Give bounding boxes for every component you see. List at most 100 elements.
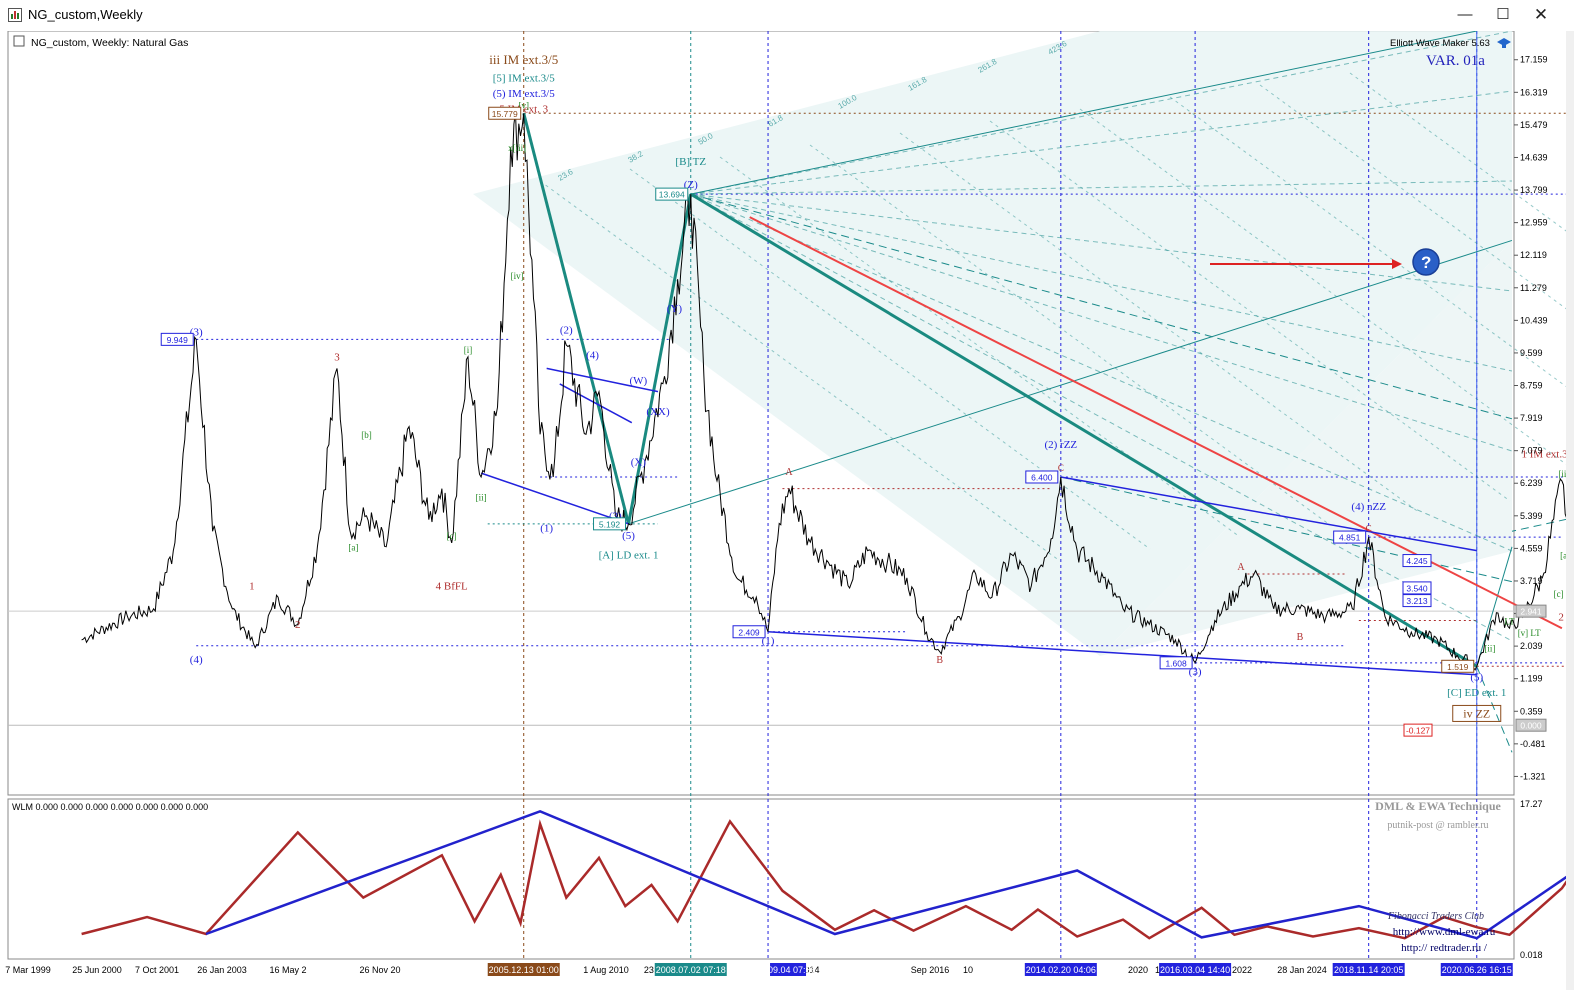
price-level-box-text: 15.779: [492, 109, 518, 119]
wave-label: (2) rZZ: [1044, 439, 1077, 451]
channel-line: [1511, 517, 1574, 532]
y-tick-label: 5.399: [1520, 511, 1543, 521]
fib-fan-line: [690, 193, 1513, 292]
wave-label: (5): [1470, 672, 1483, 684]
graduation-cap-icon: [1497, 38, 1511, 48]
x-highlight-tick-box: [1440, 963, 1513, 976]
y-tick-label: 12.959: [1520, 218, 1548, 228]
y-tick-label: 2.039: [1520, 641, 1543, 651]
x-tick-label: 26 Jan 2003: [197, 965, 247, 975]
wave-label: (5): [622, 530, 635, 542]
fib-grid-line: [809, 144, 1331, 526]
fib-fan-line: [690, 30, 1513, 195]
y-tick-label: 1.199: [1520, 674, 1543, 684]
fib-fan-line: [690, 90, 1513, 195]
x-tick-label: 7 Mar 1999: [5, 965, 51, 975]
indicator-title: Elliott Wave Maker 5.63: [1390, 38, 1490, 49]
maximize-button[interactable]: ☐: [1496, 6, 1510, 23]
fib-fan-line: [690, 193, 1513, 642]
wave-label: C: [1058, 463, 1064, 473]
x-tick-label: 2022: [1232, 965, 1252, 975]
y-tick-label: 12.119: [1520, 250, 1547, 260]
x-highlight-tick-label: 2018.11.14 20:05: [1334, 965, 1403, 975]
wave-label: (4) nZZ: [1351, 501, 1386, 513]
price-level-box-text: 5.192: [599, 519, 621, 529]
right-price-box: [1515, 718, 1547, 732]
indicator-blue-series: [205, 809, 1574, 940]
y-tick-label: 16.319: [1520, 87, 1548, 97]
wave-label: [a]: [1560, 550, 1566, 560]
wave-label: A: [785, 467, 793, 478]
wave-label: iv ZZ: [1463, 706, 1490, 720]
variant-label: VAR. 01a: [1426, 53, 1485, 69]
branding-text: Fibonacci Traders Club: [1387, 911, 1484, 922]
price-level-box: [160, 332, 194, 346]
wave-label: [a]: [348, 543, 358, 553]
y-tick-label: 9.599: [1520, 348, 1543, 358]
help-icon-glyph: ?: [1421, 253, 1431, 272]
wave-label: [i]: [464, 345, 473, 355]
right-price-box-text: 3.540: [1406, 583, 1428, 593]
price-level-box-text: 4.851: [1339, 533, 1361, 543]
wave-label: [A] LD ext. 1: [599, 549, 659, 561]
fib-grid-line: [1259, 84, 1574, 316]
wave-leg: [627, 193, 693, 525]
x-highlight-tick-label: 2008.07.02 07:18: [656, 965, 726, 975]
wave-label: A: [1237, 562, 1245, 573]
y-tick-label: 6.239: [1520, 478, 1543, 488]
right-price-box-text: 4.245: [1406, 556, 1428, 566]
x-highlight-tick-label: 2020.06.26 16:15: [1442, 965, 1512, 975]
wave-label: (1): [540, 522, 553, 534]
fib-grid-line: [1079, 108, 1574, 471]
wave-label: [iv]: [511, 271, 524, 281]
y-tick-label: 13.799: [1520, 185, 1548, 195]
x-tick-label: 10: [963, 965, 973, 975]
indicator-y-tick: 0.018: [1520, 950, 1543, 960]
price-level-box-text: 2.409: [738, 627, 760, 637]
price-level-box: [488, 106, 522, 120]
fib-grid-line: [1169, 96, 1574, 393]
right-price-box-text: 3.213: [1406, 596, 1428, 606]
x-tick-label: 1 Aug 2010: [583, 965, 629, 975]
wave-label: 1 IM ext.3/5: [1521, 449, 1566, 461]
wave-connector-blue: [480, 472, 629, 525]
y-tick-label: -0.481: [1520, 739, 1546, 749]
right-price-box-text: 2.941: [1520, 607, 1542, 617]
indicator-y-tick: 17.27: [1520, 799, 1543, 809]
price-level-box-text: 1.608: [1165, 658, 1187, 668]
wave-label: [c]: [447, 531, 457, 541]
channel-line: [628, 239, 1513, 525]
wave-label: [c]: [1554, 589, 1564, 599]
wave-connector-blue: [559, 383, 633, 424]
wave-label: 2: [295, 619, 301, 631]
help-icon[interactable]: [1412, 248, 1440, 276]
wave-label: [b]: [361, 430, 372, 440]
channel-line: [690, 30, 1477, 195]
close-button[interactable]: ✕: [1533, 5, 1549, 24]
wave-label: [ii]: [1484, 644, 1495, 654]
wave-connector-blue: [767, 631, 1477, 676]
x-tick-label: 7 Oct 2001: [135, 965, 179, 975]
y-tick-label: -1.321: [1520, 771, 1546, 781]
price-level-box: [1441, 659, 1475, 673]
minimize-button[interactable]: —: [1457, 6, 1473, 23]
price-level-box: [593, 517, 627, 531]
x-highlight-tick-label: 2014.02.20 04:06: [1026, 965, 1096, 975]
right-price-box: [1402, 594, 1432, 608]
vertical-scrollbar[interactable]: [1566, 31, 1574, 990]
x-highlight-tick-box: [1159, 963, 1232, 976]
wave-label-frame: [1452, 704, 1502, 722]
right-price-box-text: -0.127: [1406, 726, 1430, 736]
wave-leg: [689, 192, 1478, 668]
channel-line: [690, 193, 1513, 420]
branding-text: http:// redtrader.ru /: [1401, 942, 1488, 954]
branding-text: putnik-post @ rambler.ru: [1387, 820, 1488, 831]
wave-label: 2 CeFL: [1558, 611, 1566, 623]
title-bar: NG_custom,Weekly — ☐ ✕: [0, 0, 1574, 32]
price-level-box: [655, 187, 689, 201]
wave-label: B: [1297, 632, 1304, 643]
fib-grid-line: [989, 120, 1511, 502]
price-level-box: [1159, 656, 1193, 670]
indicator-name: WLM 0.000 0.000 0.000 0.000 0.000 0.000 …: [12, 802, 208, 812]
